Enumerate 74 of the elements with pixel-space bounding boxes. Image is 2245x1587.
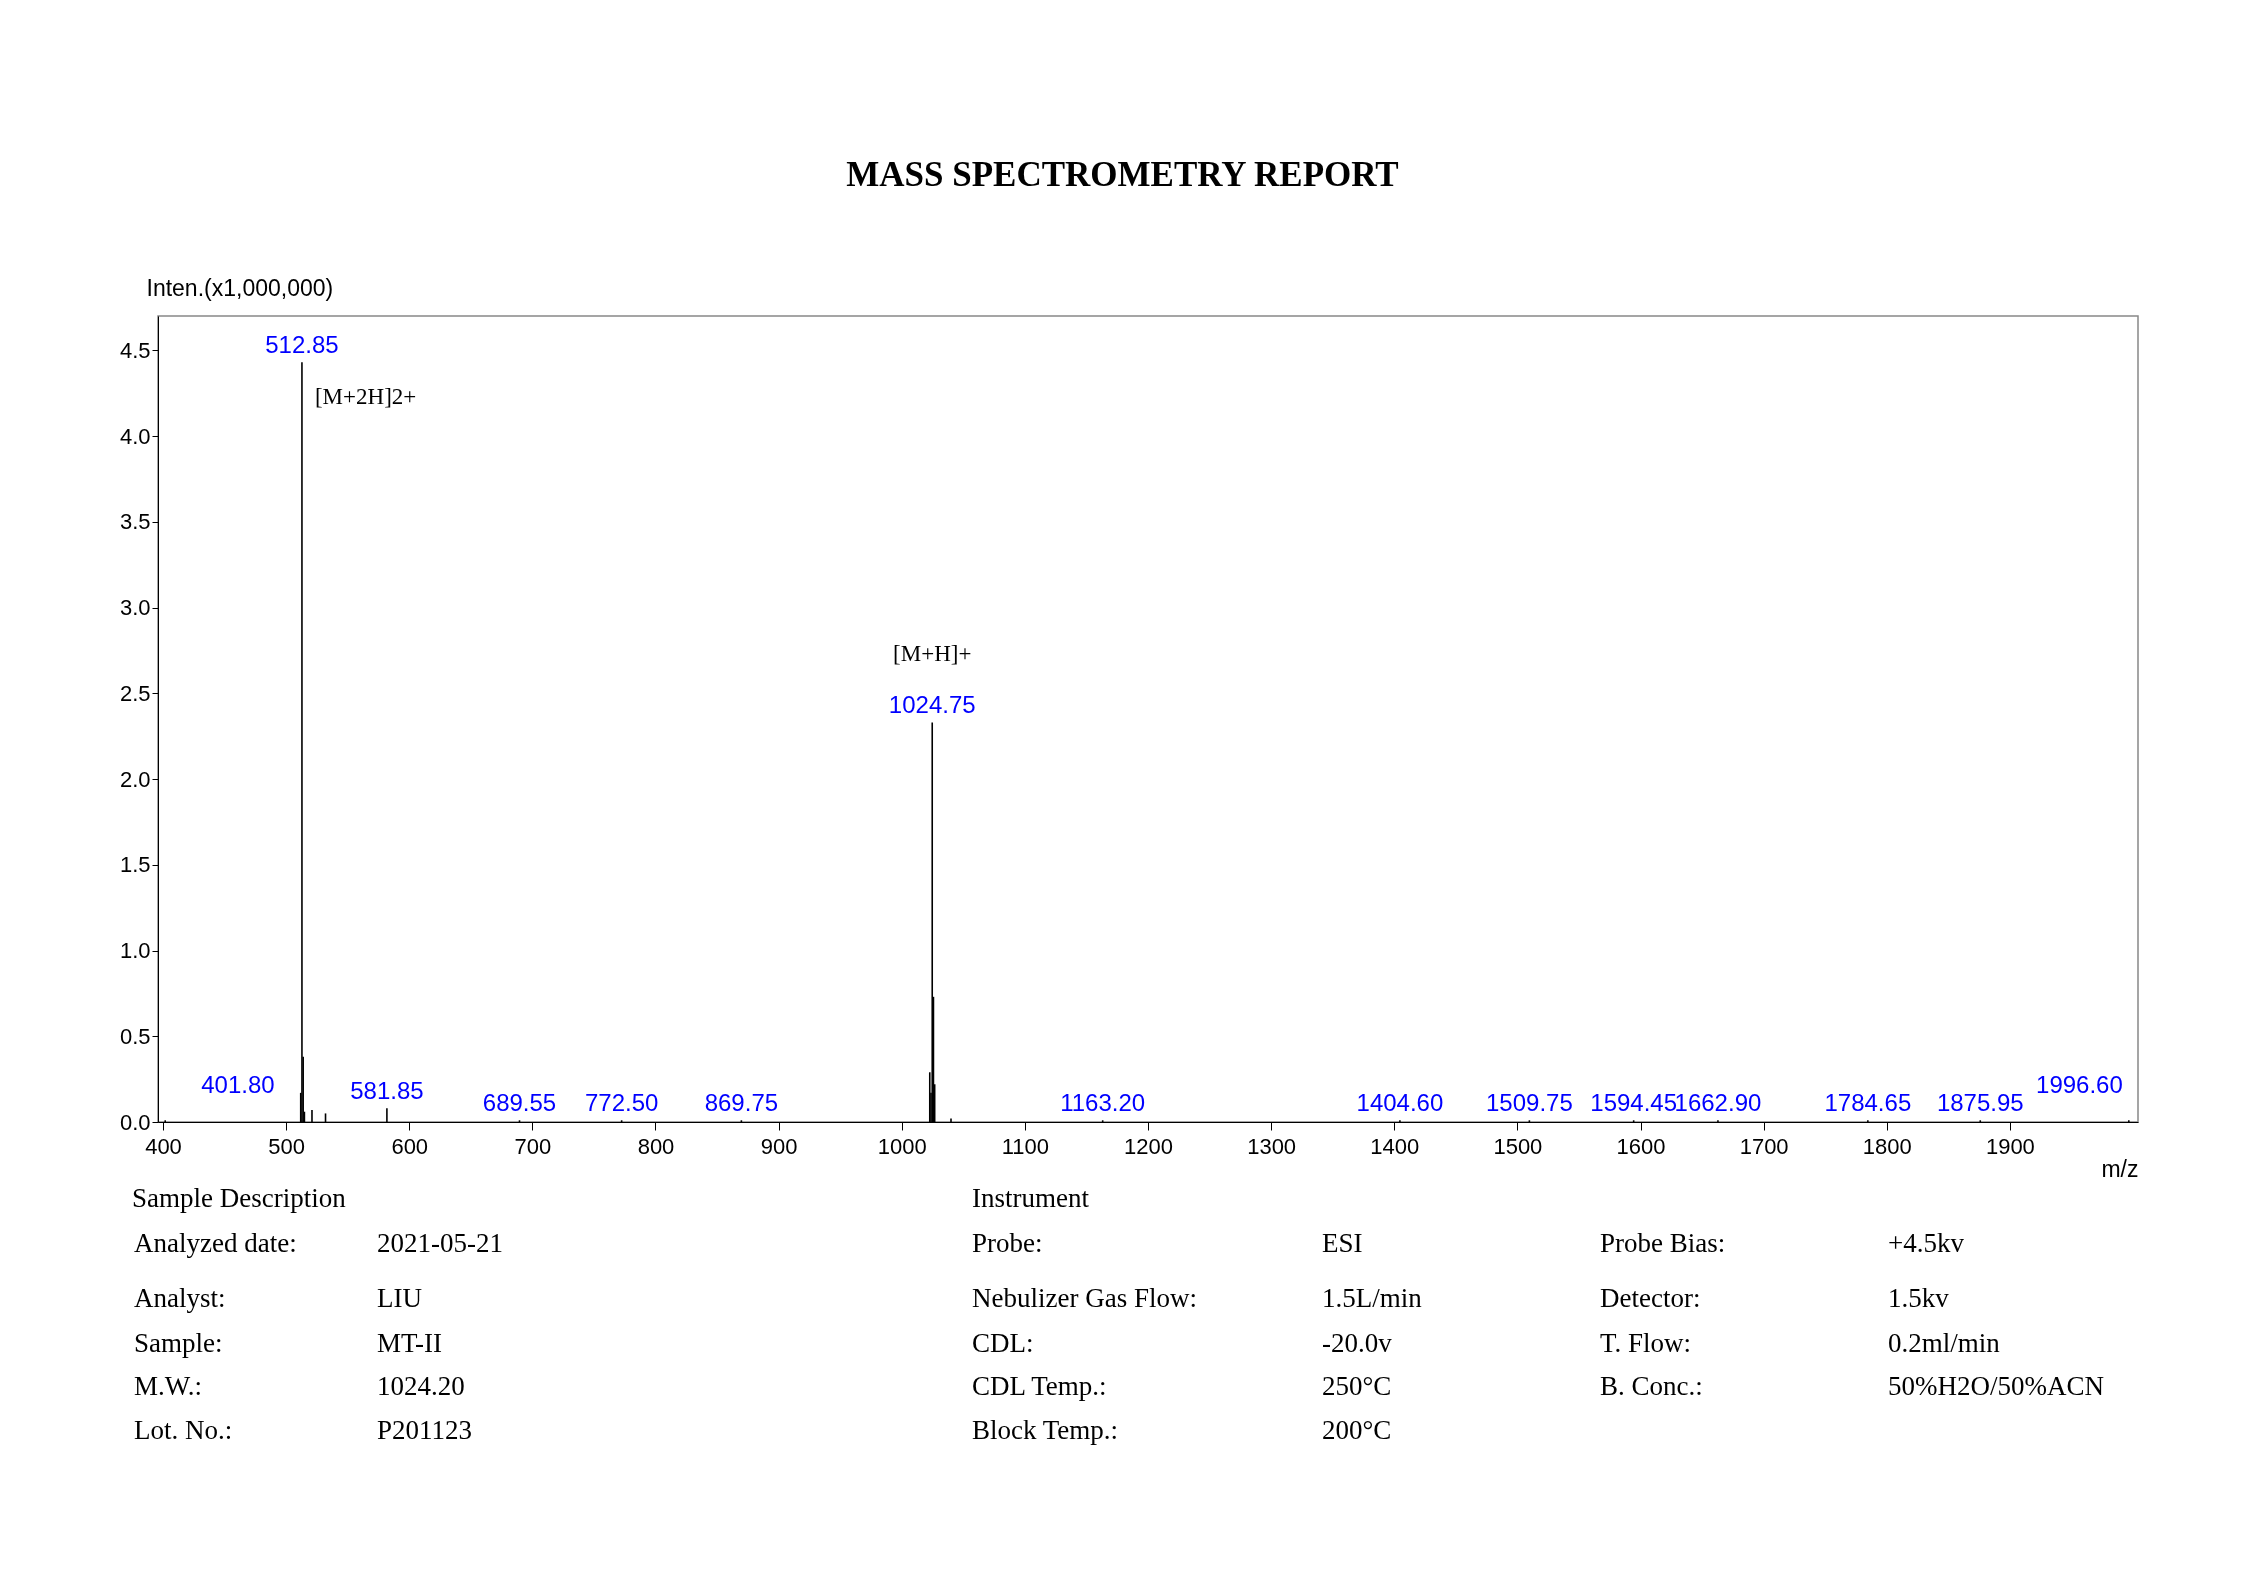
text: 1.5L/min [1322, 1283, 1422, 1314]
x-axis-title: m/z [2101, 1155, 2139, 1182]
text: -20.0v [1322, 1328, 1392, 1359]
annotation: 1024.75 [888, 691, 976, 719]
y-tick-label: 2.0 [119, 766, 151, 792]
y-axis-title: Inten.(x1,000,000) [146, 274, 334, 301]
text: Instrument [972, 1183, 1089, 1214]
annotation: 1784.65 [1824, 1089, 1912, 1117]
x-tick-label: 1600 [1616, 1133, 1666, 1159]
annotation: 869.75 [704, 1089, 779, 1117]
text: Sample: [134, 1328, 223, 1359]
text: Probe: [972, 1228, 1043, 1259]
text: Block Temp.: [972, 1415, 1119, 1446]
text: +4.5kv [1888, 1228, 1964, 1259]
x-tick-label: 1900 [1985, 1133, 2035, 1159]
x-tick-label: 1000 [877, 1133, 927, 1159]
text: Nebulizer Gas Flow: [972, 1283, 1197, 1314]
text: P201123 [377, 1415, 473, 1446]
x-tick-label: 1800 [1862, 1133, 1912, 1159]
annotation: [M+2H]2+ [314, 384, 417, 410]
annotation: 581.85 [350, 1077, 424, 1105]
text: M.W.: [134, 1371, 203, 1402]
annotation: 401.80 [201, 1071, 275, 1099]
y-tick-label: 0.5 [119, 1023, 151, 1049]
text: 200°C [1322, 1415, 1392, 1446]
text: 0.2ml/min [1888, 1328, 2000, 1359]
text: 1.5kv [1888, 1283, 1949, 1314]
y-tick-label: 3.0 [119, 595, 151, 621]
y-tick-label: 4.0 [119, 423, 151, 449]
y-tick-label: 3.5 [119, 509, 151, 535]
y-tick-label: 1.5 [119, 852, 151, 878]
text: Analyzed date: [134, 1228, 297, 1259]
annotation: 689.55 [482, 1089, 557, 1117]
text: CDL: [972, 1328, 1034, 1359]
text: 50%H2O/50%ACN [1888, 1371, 2104, 1402]
y-tick-label: 2.5 [119, 680, 151, 706]
text: ESI [1322, 1228, 1363, 1259]
annotation: [M+H]+ [893, 641, 972, 667]
text: LIU [377, 1283, 422, 1314]
y-tick-label: 4.5 [119, 337, 151, 363]
x-tick-label: 500 [268, 1133, 305, 1159]
y-tick-label: 1.0 [119, 938, 151, 964]
text: CDL Temp.: [972, 1371, 1107, 1402]
annotation: 1509.75 [1486, 1089, 1573, 1117]
text: MT-II [377, 1328, 442, 1359]
x-tick-label: 1400 [1370, 1133, 1420, 1159]
x-tick-label: 900 [760, 1133, 798, 1159]
text: 1024.20 [377, 1371, 465, 1402]
chart-title: MASS SPECTROMETRY REPORT [845, 155, 1400, 195]
text: 250°C [1322, 1371, 1392, 1402]
x-tick-label: 1100 [1001, 1133, 1050, 1159]
annotation: 1996.60 [2036, 1071, 2123, 1099]
x-tick-label: 1200 [1124, 1133, 1173, 1159]
text: Lot. No.: [134, 1415, 233, 1446]
x-tick-label: 1700 [1739, 1133, 1789, 1159]
text: Probe Bias: [1600, 1228, 1726, 1259]
x-tick-label: 1300 [1247, 1133, 1297, 1159]
annotation: 1875.95 [1936, 1089, 2024, 1117]
text: 2021-05-21 [377, 1228, 503, 1259]
annotation: 512.85 [265, 331, 339, 359]
x-tick-label: 600 [391, 1133, 429, 1159]
annotation: 1163.20 [1060, 1089, 1146, 1117]
annotation: 1404.60 [1356, 1089, 1444, 1117]
x-tick-label: 800 [637, 1133, 675, 1159]
text: Sample Description [132, 1183, 346, 1214]
x-tick-label: 400 [145, 1133, 182, 1159]
text: Analyst: [134, 1283, 226, 1314]
y-tick-label: 0.0 [119, 1109, 151, 1135]
x-tick-label: 700 [514, 1133, 552, 1159]
text: B. Conc.: [1600, 1371, 1703, 1402]
text: Detector: [1600, 1283, 1701, 1314]
x-tick-label: 1500 [1493, 1133, 1543, 1159]
text: T. Flow: [1600, 1328, 1692, 1359]
annotation: 772.50 [584, 1089, 659, 1117]
